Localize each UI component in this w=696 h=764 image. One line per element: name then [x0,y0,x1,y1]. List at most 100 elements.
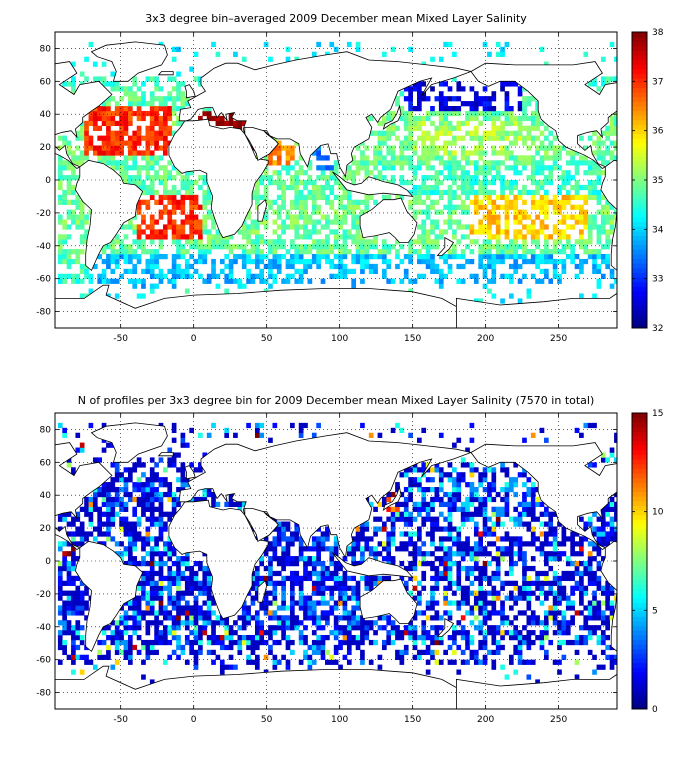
heatmap-cell [496,175,501,180]
heatmap-cell [491,219,496,224]
heatmap-cell [360,546,365,551]
heatmap-cell [334,660,339,665]
heatmap-cell [435,126,440,131]
heatmap-cell [452,507,457,512]
heatmap-cell [343,195,348,200]
heatmap-cell [224,279,229,284]
heatmap-cell [172,457,177,462]
heatmap-cell [316,190,321,195]
heatmap-cell [505,467,510,472]
heatmap-cell [163,492,168,497]
heatmap-cell [58,640,63,645]
heatmap-cell [364,165,369,170]
heatmap-cell [343,655,348,660]
colorbar-step [632,148,647,153]
heatmap-cell [110,497,115,502]
heatmap-cell [360,655,365,660]
heatmap-cell [421,81,426,86]
heatmap-cell [478,482,483,487]
heatmap-cell [338,215,343,220]
heatmap-cell [194,229,199,234]
heatmap-cell [93,150,98,155]
heatmap-cell [176,620,181,625]
heatmap-cell [255,200,260,205]
heatmap-cell [610,141,615,146]
heatmap-cell [614,145,619,150]
heatmap-cell [106,244,111,249]
heatmap-cell [176,596,181,601]
heatmap-cell [518,219,523,224]
heatmap-cell [167,116,172,121]
heatmap-cell [478,645,483,650]
heatmap-cell [172,269,177,274]
heatmap-cell [404,487,409,492]
heatmap-cell [84,655,89,660]
heatmap-cell [527,615,532,620]
heatmap-cell [102,259,107,264]
heatmap-cell [124,640,129,645]
heatmap-cell [233,259,238,264]
heatmap-cell [540,512,545,517]
heatmap-cell [382,645,387,650]
heatmap-cell [557,165,562,170]
heatmap-cell [535,150,540,155]
heatmap-cell [80,71,85,76]
heatmap-cell [338,274,343,279]
heatmap-cell [290,180,295,185]
heatmap-cell [299,210,304,215]
heatmap-cell [67,215,72,220]
heatmap-cell [474,239,479,244]
heatmap-cell [382,131,387,136]
heatmap-cell [154,650,159,655]
heatmap-cell [62,195,67,200]
heatmap-cell [338,640,343,645]
heatmap-cell [500,244,505,249]
heatmap-cell [456,254,461,259]
heatmap-cell [448,210,453,215]
x-tick-label: -50 [113,334,128,344]
heatmap-cell [544,625,549,630]
heatmap-cell [583,625,588,630]
heatmap-cell [452,136,457,141]
heatmap-cell [360,625,365,630]
heatmap-cell [124,492,129,497]
heatmap-cell [141,215,146,220]
heatmap-cell [452,155,457,160]
heatmap-cell [229,665,234,670]
heatmap-cell [391,522,396,527]
colorbar-step [632,115,647,120]
heatmap-cell [544,541,549,546]
heatmap-cell [259,249,264,254]
heatmap-cell [268,239,273,244]
heatmap-cell [119,141,124,146]
heatmap-cell [281,279,286,284]
heatmap-cell [67,234,72,239]
heatmap-cell [299,591,304,596]
heatmap-cell [562,620,567,625]
heatmap-cell [343,591,348,596]
heatmap-cell [496,551,501,556]
heatmap-cell [579,269,584,274]
heatmap-cell [167,106,172,111]
heatmap-cell [115,541,120,546]
heatmap-cell [132,264,137,269]
heatmap-cell [159,610,164,615]
heatmap-cell [535,116,540,121]
heatmap-cell [443,81,448,86]
heatmap-cell [343,219,348,224]
heatmap-cell [194,76,199,81]
heatmap-cell [382,239,387,244]
heatmap-cell [483,551,488,556]
heatmap-cell [299,581,304,586]
heatmap-cell [518,121,523,126]
heatmap-cell [128,660,133,665]
heatmap-cell [483,175,488,180]
heatmap-cell [277,269,282,274]
heatmap-cell [382,497,387,502]
heatmap-cell [181,467,186,472]
heatmap-cell [465,586,470,591]
heatmap-cell [535,615,540,620]
heatmap-cell [583,566,588,571]
heatmap-cell [172,507,177,512]
heatmap-cell [540,259,545,264]
